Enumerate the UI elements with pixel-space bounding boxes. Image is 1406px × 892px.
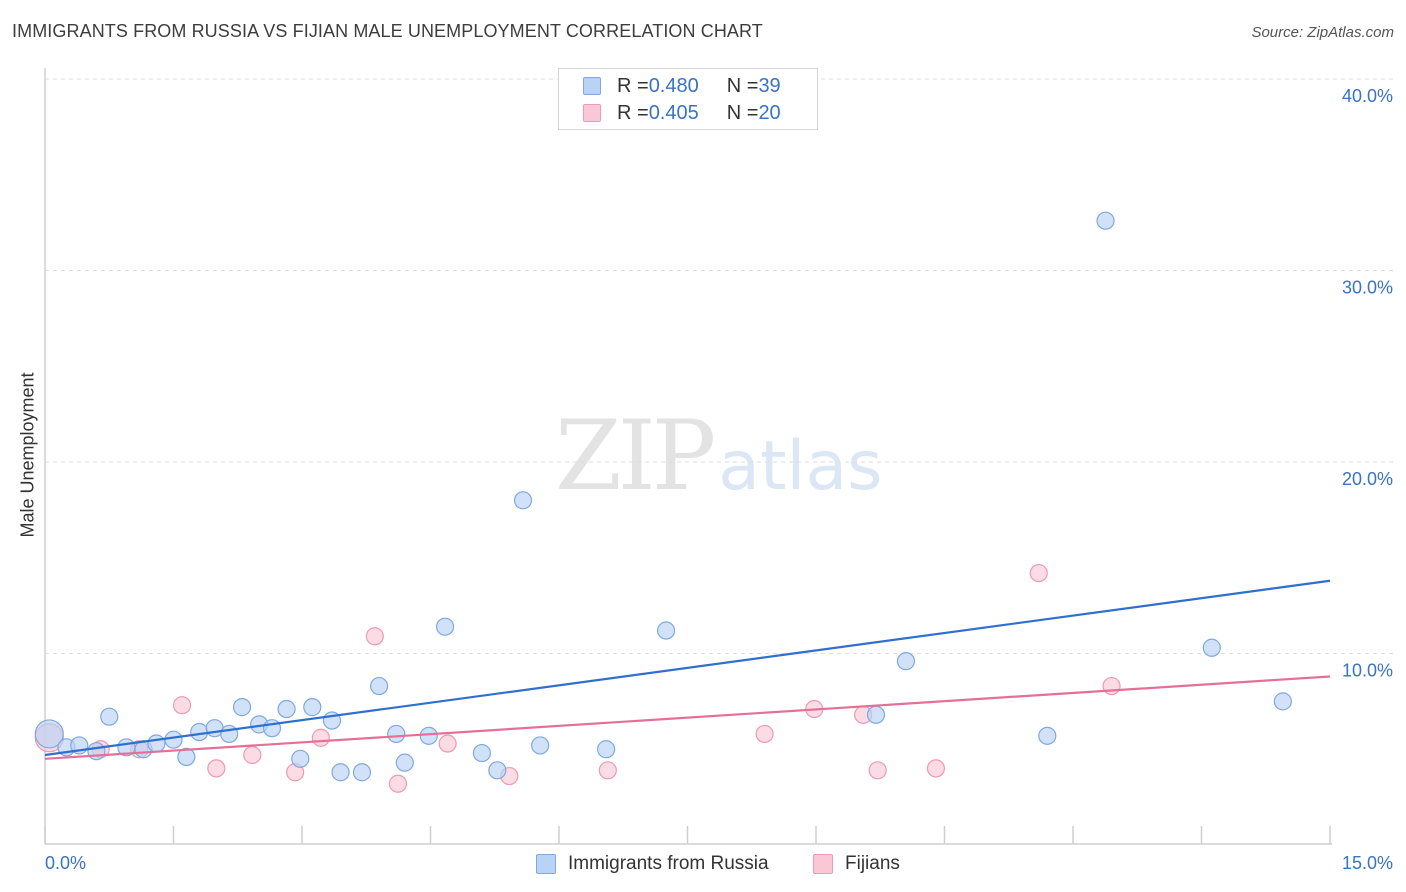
legend-row-russia: R = 0.480 N = 39 xyxy=(583,74,781,98)
data-point-fijian xyxy=(207,759,226,778)
bottom-legend-label-russia: Immigrants from Russia xyxy=(568,853,769,874)
data-point-fijian xyxy=(1102,676,1121,696)
data-point-russia xyxy=(87,742,106,761)
data-point-russia xyxy=(220,724,239,744)
data-point-fijian xyxy=(311,728,330,747)
data-point-russia xyxy=(1202,638,1221,657)
trend-line-russia xyxy=(44,579,1331,757)
data-point-russia xyxy=(656,621,676,640)
data-point-russia xyxy=(896,652,916,671)
data-point-fijian xyxy=(1029,563,1048,583)
data-point-fijian xyxy=(926,759,946,778)
legend-r-value: 0.405 xyxy=(648,101,699,124)
data-point-russia xyxy=(1096,211,1115,230)
y-tick-label: 10.0% xyxy=(1342,661,1393,681)
data-point-fijian xyxy=(598,761,617,780)
source-credit: Source: ZipAtlas.com xyxy=(1251,24,1394,41)
bottom-legend-fijians: Fijians xyxy=(813,852,900,876)
legend-r-label: R = xyxy=(617,74,649,97)
data-point-russia xyxy=(1273,692,1292,711)
data-point-russia xyxy=(331,763,350,782)
data-point-russia xyxy=(472,743,491,763)
data-point-fijian xyxy=(755,724,774,744)
data-point-fijian xyxy=(365,627,384,646)
legend-r-label: R = xyxy=(617,101,649,124)
data-point-fijian xyxy=(438,734,457,753)
legend-swatch-russia xyxy=(583,77,601,95)
y-tick-label: 20.0% xyxy=(1342,469,1393,489)
y-tick-label: 40.0% xyxy=(1342,86,1393,106)
data-point-russia xyxy=(177,747,196,767)
legend-n-label: N = xyxy=(726,74,759,97)
data-point-russia xyxy=(395,753,414,772)
data-point-russia xyxy=(190,722,209,742)
trend-line-fijian xyxy=(44,675,1331,760)
legend-n-label: N = xyxy=(726,101,759,124)
data-point-russia xyxy=(291,749,310,768)
legend-n-value: 20 xyxy=(758,101,781,124)
data-point-russia xyxy=(100,707,119,726)
data-point-russia xyxy=(597,740,616,759)
data-point-fijian xyxy=(868,761,887,780)
data-point-fijian xyxy=(243,745,262,765)
x-tick-label: 15.0% xyxy=(1342,853,1393,873)
data-point-russia xyxy=(435,617,455,636)
data-point-russia xyxy=(303,698,322,717)
bottom-legend-swatch-russia xyxy=(536,854,556,874)
x-tick-label: 0.0% xyxy=(45,853,86,873)
legend-row-fijians: R = 0.405 N = 20 xyxy=(583,101,781,125)
data-point-russia xyxy=(387,724,406,744)
data-point-russia xyxy=(488,761,507,780)
data-point-russia xyxy=(164,730,183,749)
legend-r-value: 0.480 xyxy=(648,74,699,97)
data-point-russia xyxy=(866,705,886,724)
data-point-russia xyxy=(531,736,550,755)
stats-legend: R = 0.480 N = 39 R = 0.405 N = 20 xyxy=(558,68,818,130)
y-tick-label: 30.0% xyxy=(1342,278,1393,298)
bottom-legend-russia: Immigrants from Russia xyxy=(536,852,769,876)
data-point-russia xyxy=(34,719,64,749)
legend-n-value: 39 xyxy=(758,74,781,97)
chart-title: IMMIGRANTS FROM RUSSIA VS FIJIAN MALE UN… xyxy=(12,21,763,41)
legend-swatch-fijians xyxy=(583,104,601,122)
data-point-russia xyxy=(513,491,533,510)
data-point-russia xyxy=(352,763,372,782)
bottom-legend-label-fijians: Fijians xyxy=(845,853,900,874)
data-point-russia xyxy=(370,676,389,696)
data-point-russia xyxy=(277,699,296,719)
data-point-russia xyxy=(262,719,282,738)
data-point-russia xyxy=(232,698,252,717)
data-point-fijian xyxy=(388,774,408,793)
data-point-fijian xyxy=(172,696,192,715)
bottom-legend-swatch-fijians xyxy=(813,854,833,874)
data-point-russia xyxy=(1038,726,1057,745)
data-point-russia xyxy=(419,726,438,745)
data-point-russia xyxy=(147,734,166,753)
